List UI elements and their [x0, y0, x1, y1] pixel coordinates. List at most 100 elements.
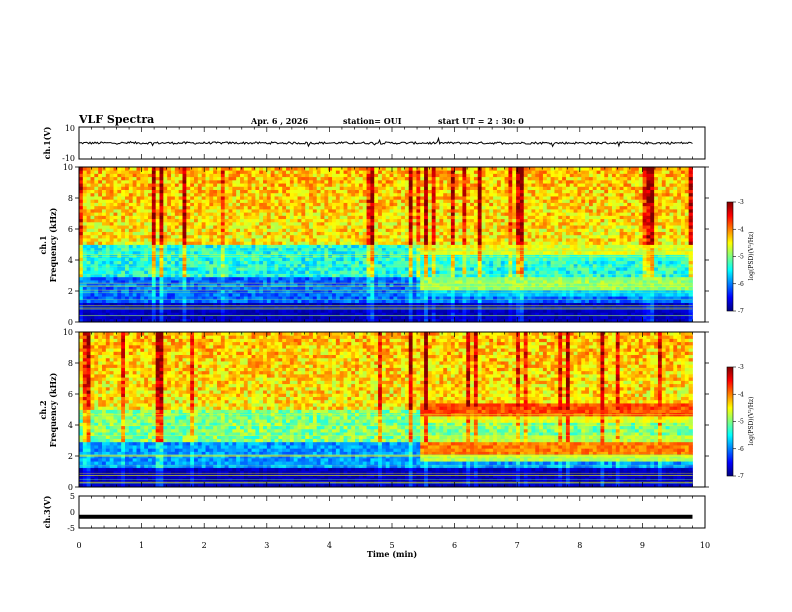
- spectrogram-cell: [286, 260, 291, 265]
- spectrogram-cell: [324, 296, 329, 300]
- spectrogram-cell: [462, 257, 467, 262]
- spectrogram-cell: [224, 202, 229, 207]
- spectrogram-cell: [309, 218, 314, 223]
- spectrogram-cell: [447, 315, 452, 320]
- spectrogram-cell: [278, 315, 283, 320]
- spectrogram-cell: [458, 289, 463, 294]
- spectrogram-cell: [286, 250, 291, 255]
- spectrogram-cell: [236, 186, 241, 191]
- spectrogram-cell: [473, 238, 479, 242]
- spectrogram-cell: [462, 215, 467, 220]
- spectrogram-cell: [420, 199, 425, 203]
- spectrogram-cell: [358, 205, 364, 210]
- spectrogram-cell: [220, 302, 226, 307]
- spectrogram-cell: [155, 238, 160, 242]
- spectrogram-cell: [458, 270, 463, 274]
- spectrogram-cell: [163, 189, 168, 194]
- spectrogram-cell: [151, 257, 157, 262]
- spectrogram-cell: [343, 299, 348, 304]
- spectrogram-cell: [393, 286, 398, 291]
- spectrogram-cell: [86, 280, 91, 284]
- spectrogram-cell: [171, 221, 176, 226]
- spectrogram-cell: [335, 215, 341, 220]
- spectrogram-cell: [282, 170, 287, 174]
- spectrogram-cell: [343, 289, 348, 294]
- spectrogram-cell: [105, 215, 111, 220]
- spectrogram-cell: [232, 312, 237, 316]
- spectrogram-cell: [286, 202, 291, 207]
- spectrogram-cell: [217, 312, 222, 316]
- spectrogram-cell: [148, 302, 153, 307]
- spectrogram-cell: [305, 176, 310, 181]
- spectrogram-cell: [332, 257, 337, 262]
- spectrogram-cell: [197, 212, 203, 216]
- spectrogram-cell: [182, 218, 187, 223]
- spectrogram-cell: [427, 205, 433, 210]
- spectrogram-cell: [389, 231, 394, 236]
- spectrogram-cell: [278, 263, 283, 268]
- spectrogram-cell: [186, 208, 191, 213]
- spectrogram-cell: [366, 183, 371, 187]
- spectrogram-cell: [282, 208, 287, 213]
- spectrogram-cell: [82, 225, 88, 229]
- spectrogram-cell: [148, 234, 153, 239]
- spectrogram-cell: [105, 292, 111, 297]
- spectrogram-cell: [128, 173, 134, 178]
- spectrogram-cell: [435, 167, 440, 171]
- spectrogram-cell: [447, 257, 452, 262]
- spectrogram-cell: [102, 299, 107, 304]
- spectrogram-cell: [125, 270, 130, 274]
- spectrogram-cell: [148, 189, 153, 194]
- spectrogram-cell: [151, 212, 157, 216]
- spectrogram-cell: [263, 257, 268, 262]
- spectrogram-cell: [155, 212, 160, 216]
- spectrogram-cell: [293, 228, 298, 232]
- spectrogram-cell: [171, 173, 176, 178]
- spectrogram-cell: [416, 218, 421, 223]
- spectrogram-cell: [297, 215, 302, 220]
- spectrogram-cell: [220, 286, 226, 291]
- spectrogram-cell: [393, 218, 398, 223]
- spectrogram-cell: [385, 309, 390, 313]
- spectrogram-cell: [240, 173, 245, 178]
- spectrogram-cell: [332, 196, 337, 200]
- spectrogram-cell: [182, 267, 187, 271]
- spectrogram-cell: [462, 270, 467, 274]
- spectrogram-cell: [255, 267, 260, 271]
- spectrogram-cell: [201, 218, 206, 223]
- spectrogram-cell: [335, 192, 341, 197]
- spectrogram-cell: [274, 225, 279, 229]
- spectrogram-cell: [397, 292, 402, 297]
- spectrogram-cell: [159, 267, 164, 271]
- spectrogram-cell: [86, 250, 91, 255]
- spectrogram-cell: [366, 292, 371, 297]
- spectrogram-cell: [132, 286, 137, 291]
- spectrogram-cell: [320, 179, 325, 184]
- spectrogram-cell: [297, 231, 302, 236]
- spectrogram-cell: [205, 263, 210, 268]
- spectrogram-cell: [201, 202, 206, 207]
- spectrogram-cell: [186, 176, 191, 181]
- spectrogram-cell: [205, 215, 210, 220]
- spectrogram-cell: [213, 302, 218, 307]
- spectrogram-cell: [255, 312, 260, 316]
- spectrogram-cell: [324, 263, 329, 268]
- spectrogram-cell: [263, 176, 268, 181]
- spectrogram-cell: [431, 244, 436, 249]
- spectrogram-cell: [86, 176, 91, 181]
- spectrogram-cell: [224, 315, 229, 320]
- spectrogram-cell: [332, 273, 337, 278]
- spectrogram-cell: [263, 260, 268, 265]
- spectrogram-cell: [182, 263, 187, 268]
- spectrogram-cell: [324, 299, 329, 304]
- spectrogram-cell: [174, 196, 180, 200]
- spectrogram-cell: [339, 179, 344, 184]
- spectrogram-cell: [182, 280, 187, 284]
- spectrogram-cell: [427, 241, 433, 245]
- spectrogram-cell: [381, 286, 387, 291]
- spectrogram-cell: [232, 186, 237, 191]
- spectrogram-cell: [312, 250, 318, 255]
- spectrogram-cell: [224, 179, 229, 184]
- spectrogram-cell: [251, 292, 256, 297]
- spectrogram-cell: [155, 173, 160, 178]
